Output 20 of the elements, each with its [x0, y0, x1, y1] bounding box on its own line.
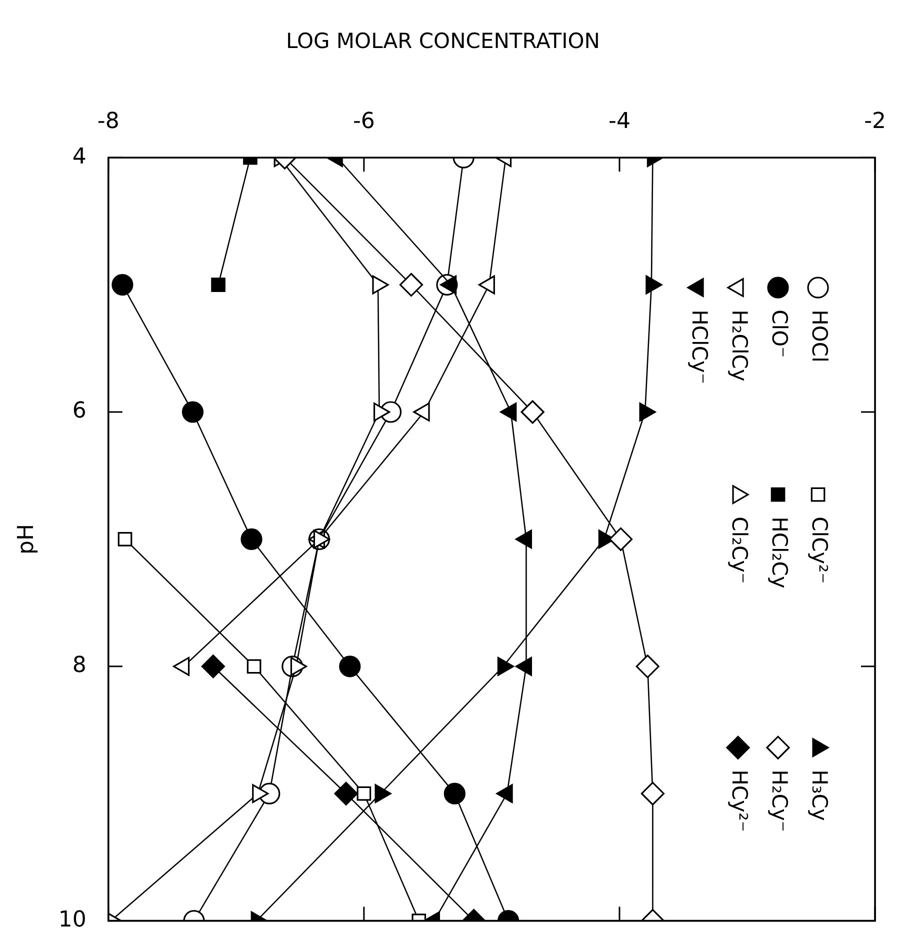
x-tick-label: -8 — [97, 109, 120, 134]
legend-label: H₂ClCy — [728, 310, 752, 382]
legend-label: H₂Cy⁻ — [768, 770, 792, 832]
legend-label: HCl₂Cy — [768, 516, 792, 588]
legend-label: ClO⁻ — [768, 310, 792, 358]
y-tick-label: 4 — [72, 144, 86, 170]
legend-label: Cl₂Cy⁻ — [728, 516, 752, 584]
y-tick-label: 10 — [58, 908, 86, 933]
x-tick-label: -4 — [608, 109, 630, 134]
legend-label: ClCy²⁻ — [808, 516, 832, 584]
y-tick-label: 8 — [72, 653, 86, 678]
x-tick-label: -6 — [352, 109, 375, 134]
legend-label: HCy²⁻ — [728, 770, 752, 832]
legend-label: HClCy⁻ — [688, 310, 712, 384]
legend-label: H₃Cy — [808, 770, 832, 821]
x-tick-label: -2 — [864, 109, 886, 134]
legend-label: HOCl — [808, 310, 832, 362]
y-tick-label: 6 — [72, 398, 86, 424]
y-axis-title: pH — [14, 524, 39, 554]
chart-title: LOG MOLAR CONCENTRATION — [286, 29, 600, 54]
